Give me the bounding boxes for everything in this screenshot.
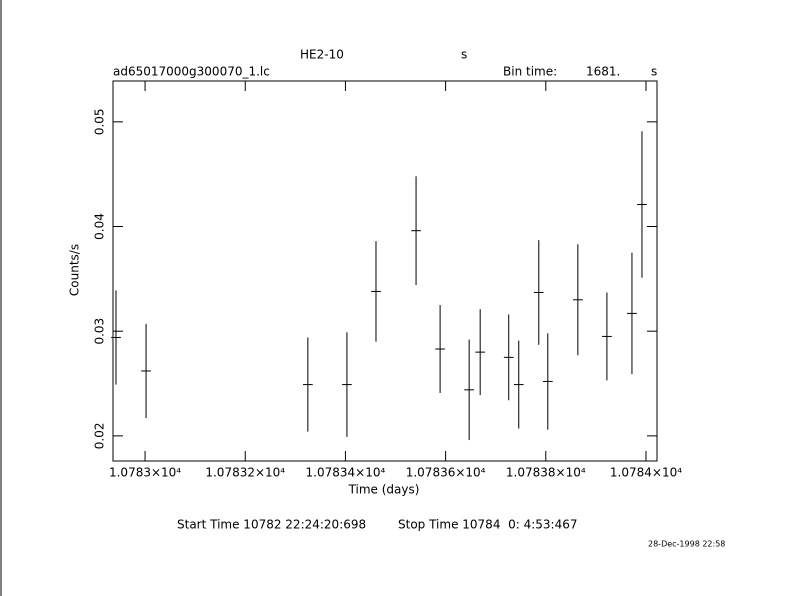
x-tick-label: 1.0783×10⁴ [109, 466, 181, 480]
y-tick-label: 0.05 [93, 108, 107, 135]
bin-time-unit: s [651, 65, 657, 79]
x-axis-label: Time (days) [348, 483, 420, 497]
timestamp: 28-Dec-1998 22:58 [648, 540, 725, 549]
chart-title: HE2-10 [300, 48, 344, 62]
start-time: Start Time 10782 22:24:20:698 [177, 518, 366, 532]
file-name: ad65017000g300070_1.lc [113, 65, 270, 79]
plot-frame [112, 80, 658, 462]
y-tick-label: 0.02 [93, 423, 107, 450]
y-axis-label: Counts/s [68, 244, 82, 296]
y-tick-label: 0.03 [93, 318, 107, 345]
x-tick-label: 1.07832×10⁴ [205, 466, 285, 480]
bin-time-label: Bin time: [503, 65, 557, 79]
bin-time: 1681. [586, 65, 620, 79]
x-tick-label: 1.07836×10⁴ [406, 466, 486, 480]
x-tick-label: 1.0784×10⁴ [610, 466, 682, 480]
y-tick-label: 0.04 [93, 213, 107, 240]
stop-time: Stop Time 10784 0: 4:53:467 [398, 518, 577, 532]
x-tick-label: 1.07838×10⁴ [506, 466, 586, 480]
x-tick-label: 1.07834×10⁴ [306, 466, 386, 480]
title-unit: s [461, 48, 467, 62]
